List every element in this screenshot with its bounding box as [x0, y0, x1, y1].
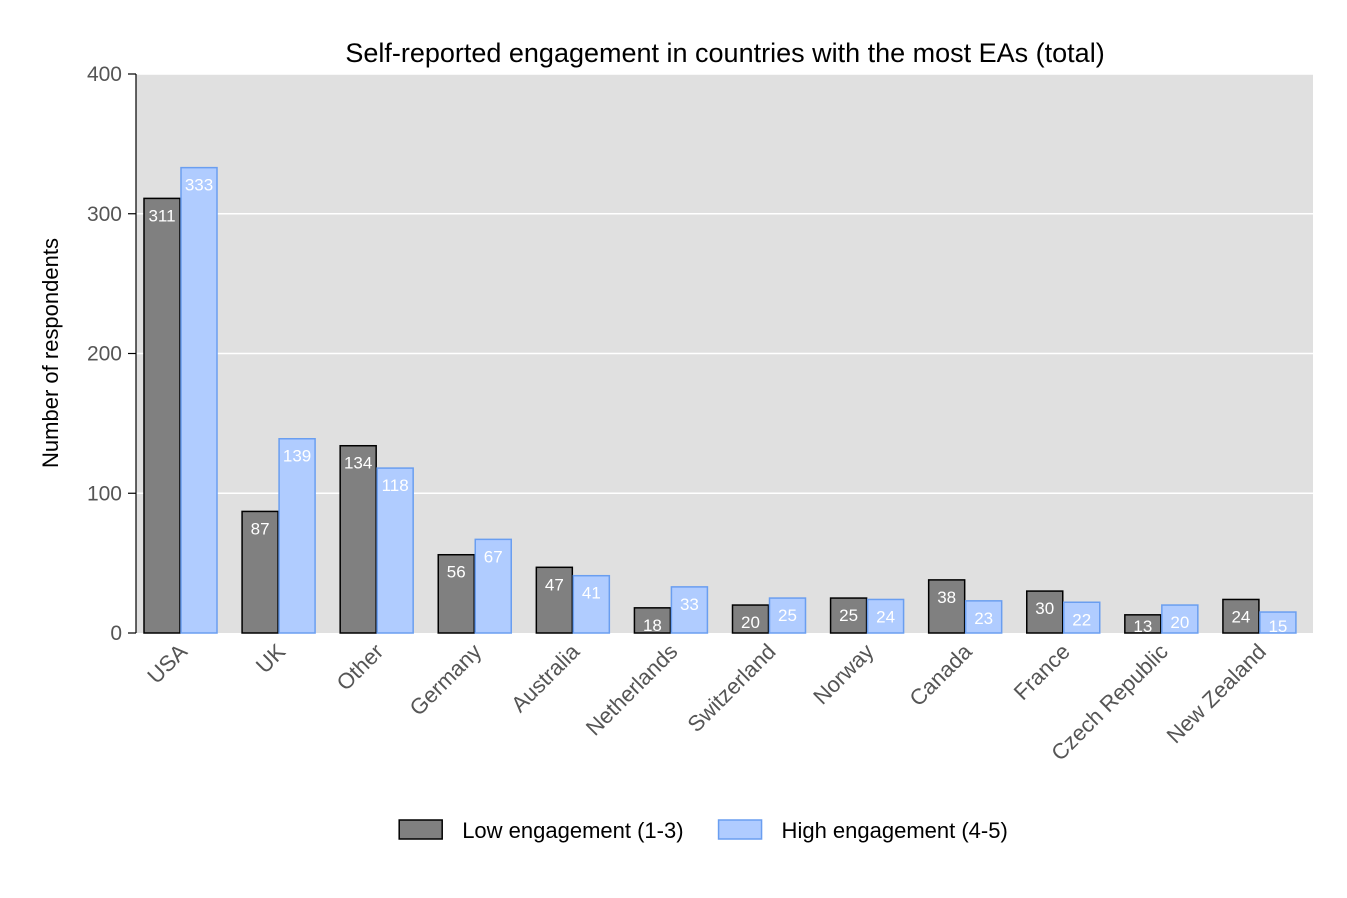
bar-value-label: 118	[382, 476, 409, 495]
bar-high	[768, 597, 807, 634]
bar-value-label: 25	[778, 606, 797, 625]
bar-high	[180, 166, 218, 634]
bar-value-label: 56	[447, 563, 466, 582]
x-tick-label: UK	[251, 639, 291, 679]
chart-title: Self-reported engagement in countries wi…	[345, 38, 1104, 68]
y-axis-title: Number of respondents	[38, 238, 63, 468]
bar-value-label: 134	[344, 454, 372, 473]
bars	[143, 166, 1297, 634]
legend-label: High engagement (4-5)	[782, 818, 1008, 843]
x-tick-label: Norway	[808, 639, 878, 709]
bar-low	[1124, 614, 1162, 634]
y-tick-label: 100	[87, 482, 122, 505]
bar-value-label: 24	[1231, 607, 1250, 626]
bar-value-label: 311	[148, 206, 175, 225]
x-tick-label: Other	[332, 639, 389, 696]
bar-high	[278, 437, 316, 634]
x-tick-label: Germany	[405, 639, 487, 721]
bar-value-label: 30	[1035, 599, 1054, 618]
bar-low	[1026, 590, 1064, 634]
bar-value-label: 25	[839, 606, 858, 625]
bar-low	[731, 604, 770, 634]
bar-high	[670, 586, 709, 634]
y-tick-label: 0	[110, 622, 122, 645]
x-tick-label: Netherlands	[581, 639, 683, 741]
legend-swatch	[717, 819, 763, 840]
bar-value-label: 15	[1268, 617, 1287, 636]
y-axis: 0 100 200 300 400	[87, 63, 137, 645]
bar-value-label: 20	[741, 613, 760, 632]
y-tick-label: 400	[87, 63, 122, 86]
bar-value-label: 47	[545, 575, 564, 594]
bar-low	[633, 607, 672, 634]
bar-value-label: 67	[484, 547, 503, 566]
bar-value-label: 139	[283, 447, 311, 466]
bar-value-label: 18	[643, 616, 662, 635]
legend: Low engagement (1-3) High engagement (4-5…	[398, 818, 1008, 843]
bar-low	[143, 197, 181, 634]
bar-value-label: 23	[974, 609, 993, 628]
bar-low	[1222, 598, 1260, 634]
bar-low	[829, 597, 868, 634]
x-tick-label: Australia	[506, 638, 585, 717]
y-tick-label: 200	[87, 343, 122, 366]
bar-value-label: 20	[1170, 613, 1189, 632]
bar-high	[474, 538, 512, 634]
bar-low	[535, 566, 574, 634]
x-tick-label: USA	[142, 639, 192, 689]
x-tick-label: New Zealand	[1162, 639, 1271, 748]
bar-high	[1161, 604, 1199, 634]
bar-value-label: 33	[680, 595, 699, 614]
bar-low	[927, 579, 966, 634]
bar-high	[964, 600, 1003, 634]
bar-value-label: 13	[1133, 617, 1152, 636]
bar-high	[376, 467, 414, 634]
legend-label: Low engagement (1-3)	[462, 818, 683, 843]
bar-low	[241, 510, 279, 634]
bar-high	[1259, 611, 1297, 634]
x-tick-label: Canada	[905, 638, 978, 711]
x-tick-label: Switzerland	[682, 639, 780, 737]
bar-high	[572, 574, 611, 634]
bar-high	[1063, 601, 1101, 634]
bar-low	[437, 553, 475, 634]
data-labels: 311 333 87 139 134 118 56 67 47 41 18 33 20 25 25 24 38 2…	[148, 176, 1287, 636]
bar-value-label: 38	[937, 588, 956, 607]
legend-item: Low engagement (1-3)	[398, 818, 684, 843]
y-tick-label: 300	[87, 203, 122, 226]
bar-value-label: 333	[185, 176, 213, 195]
bar-value-label: 24	[876, 607, 895, 626]
bar-high	[866, 598, 905, 634]
grid-lines	[136, 73, 1313, 494]
bar-value-label: 22	[1072, 610, 1091, 629]
bar-value-label: 87	[251, 519, 270, 538]
legend-swatch	[398, 819, 443, 840]
bar-low	[339, 444, 377, 634]
legend-item: High engagement (4-5)	[717, 818, 1008, 843]
x-tick-label: France	[1009, 639, 1075, 705]
bar-value-label: 41	[582, 584, 601, 603]
